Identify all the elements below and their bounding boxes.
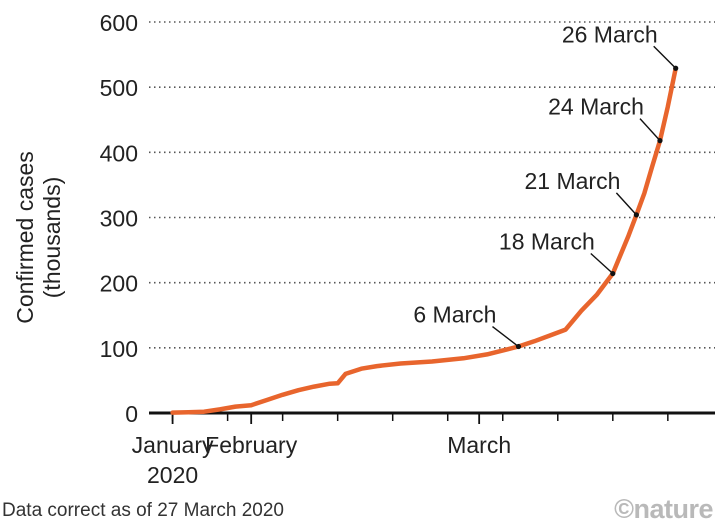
annotation-label: 21 March [525, 168, 621, 194]
y-tick-label: 200 [100, 271, 138, 297]
annotation-leader [590, 253, 614, 275]
annotation-dot [515, 343, 522, 350]
annotation-leader [639, 118, 661, 142]
y-tick-label: 500 [100, 75, 138, 101]
footnote: Data correct as of 27 March 2020 [2, 500, 284, 521]
y-tick-label: 400 [100, 140, 138, 166]
x-tick-label: March [447, 432, 511, 458]
y-tick-label: 300 [100, 206, 138, 232]
x-tick-label-year: 2020 [147, 462, 198, 488]
cases-line [170, 66, 678, 415]
annotation-leader [653, 45, 677, 69]
annotation-dot [610, 270, 616, 277]
y-axis-label-units: (thousands) [39, 177, 65, 298]
nature-logo: ©nature [614, 494, 713, 524]
y-tick-label: 0 [125, 401, 138, 427]
x-tick-label: February [205, 432, 298, 458]
annotation-label: 6 March [413, 302, 496, 328]
annotation-dot [657, 138, 663, 144]
cases-chart: 0 100 200 300 400 500 600 January 2020 February Ma… [12, 10, 715, 488]
x-tick-label: January [132, 432, 214, 458]
annotation-label: 26 March [562, 21, 658, 47]
annotation-leader [615, 192, 637, 216]
y-axis-label: Confirmed cases [12, 151, 38, 324]
annotation-label: 24 March [548, 94, 644, 120]
y-tick-label: 100 [100, 336, 138, 362]
annotation-leader [492, 325, 519, 348]
annotation-dot [673, 65, 679, 71]
annotation-dot [633, 212, 639, 218]
annotation-label: 18 March [499, 229, 595, 255]
y-tick-label: 600 [100, 10, 138, 36]
